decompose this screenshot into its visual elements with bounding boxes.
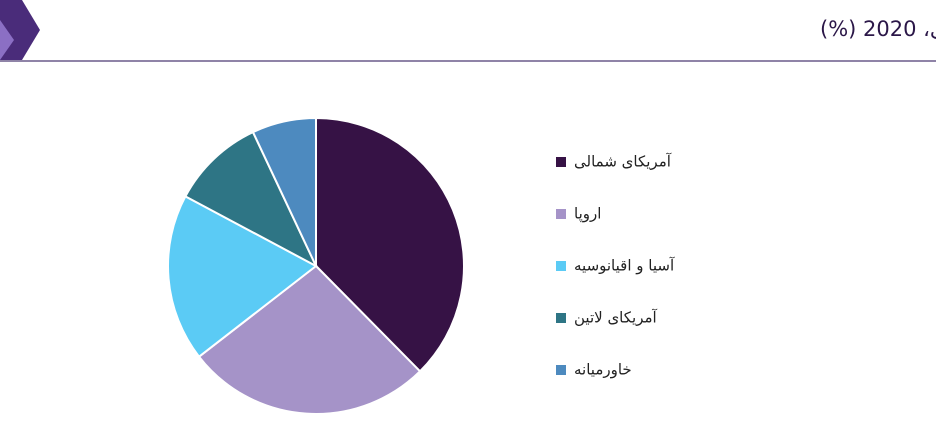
pie-slice <box>197 264 422 415</box>
legend-label: خاورمیانه <box>574 361 632 379</box>
pie <box>167 116 465 415</box>
chart-title: سهم قاره ها در بازار جهانی خدمات زیبایی … <box>820 17 936 42</box>
legend-label: اروپا <box>574 205 601 224</box>
legend-swatch <box>556 209 566 219</box>
legend-swatch <box>556 261 566 271</box>
pie-slice <box>184 130 319 269</box>
legend-swatch <box>556 313 566 323</box>
pie-slice <box>251 116 317 267</box>
pie-slice <box>167 194 318 359</box>
legend-label: آمریکای شمالی <box>574 153 672 171</box>
legend-label: آمریکای لاتین <box>574 309 658 327</box>
header-decoration <box>0 20 14 60</box>
legend: آمریکای شمالی اروپا آسیا و اقیانوسیه آمریکا… <box>556 153 675 379</box>
pie-slice <box>315 116 465 373</box>
legend-swatch <box>556 365 566 375</box>
legend-swatch <box>556 157 566 167</box>
legend-label: آسیا و اقیانوسیه <box>574 257 675 275</box>
